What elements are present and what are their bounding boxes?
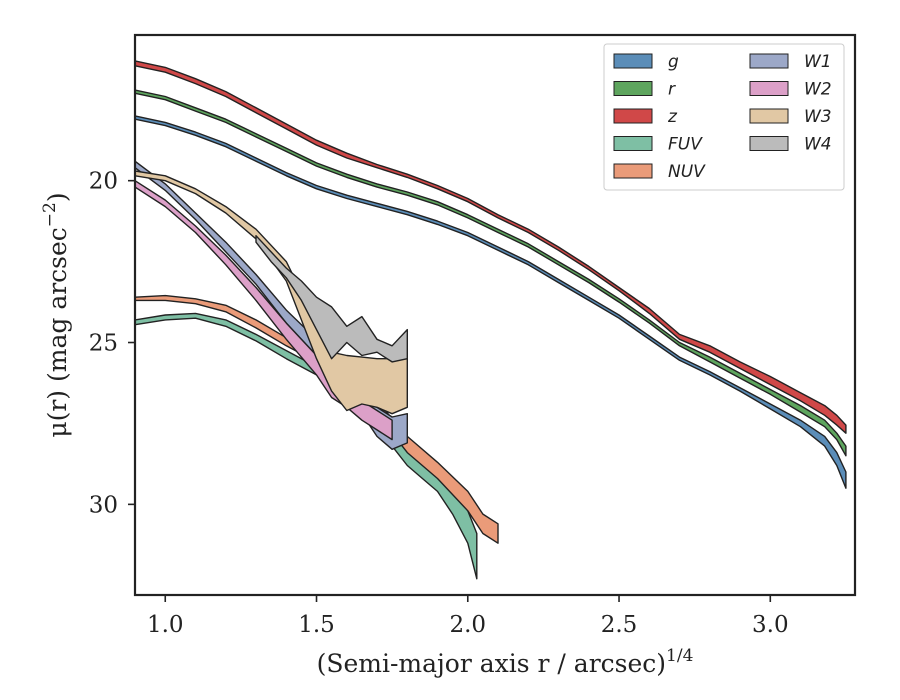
y-axis-label-text: μ(r) (mag arcsec xyxy=(43,227,72,437)
legend-box xyxy=(603,43,845,191)
x-tick-label: 2.0 xyxy=(449,612,486,638)
y-tick-label: 30 xyxy=(89,492,118,518)
legend-label: g xyxy=(668,52,679,72)
legend-item-w1: W1 xyxy=(749,52,832,72)
band-g xyxy=(135,115,847,489)
legend: grz FUV NUV W1 W2 W3 W4 xyxy=(603,43,845,191)
legend-swatch xyxy=(749,136,789,151)
legend-label: FUV xyxy=(668,135,703,155)
legend-item-fuv: FUV xyxy=(613,135,703,155)
series-bands xyxy=(135,60,847,580)
x-axis-label: (Semi-major axis r / arcsec)1/4 xyxy=(317,646,694,678)
band-r xyxy=(135,89,847,457)
y-axis-ticks: 20 25 30 xyxy=(89,169,135,518)
legend-item-nuv: NUV xyxy=(613,162,706,182)
x-tick-label: 2.5 xyxy=(601,612,638,638)
legend-item-r: r xyxy=(613,80,676,100)
legend-label: W2 xyxy=(804,80,832,100)
legend-label: z xyxy=(667,107,678,127)
legend-swatch xyxy=(749,53,789,69)
legend-label: r xyxy=(668,80,676,100)
legend-swatch xyxy=(749,108,789,124)
x-tick-label: 1.5 xyxy=(298,612,335,638)
legend-swatch xyxy=(613,136,653,151)
legend-swatch xyxy=(613,108,653,124)
legend-label: W1 xyxy=(804,52,832,72)
legend-item-w3: W3 xyxy=(749,107,832,127)
x-tick-label: 3.0 xyxy=(752,612,789,638)
legend-label: W4 xyxy=(804,135,832,155)
legend-swatch xyxy=(613,53,653,69)
legend-swatch xyxy=(613,163,653,179)
x-axis-label-text: (Semi-major axis r / arcsec) xyxy=(317,649,666,678)
legend-item-z: z xyxy=(613,107,678,127)
band-nuv xyxy=(135,294,499,544)
y-tick-label: 20 xyxy=(89,169,118,195)
y-axis-label: μ(r) (mag arcsec−2) xyxy=(40,192,72,437)
legend-label: W3 xyxy=(804,107,832,127)
legend-item-w2: W2 xyxy=(749,80,832,100)
band-fuv xyxy=(135,312,478,580)
band-w3 xyxy=(135,170,408,415)
y-axis-label-exponent: −2 xyxy=(40,202,60,227)
y-axis-label-close: ) xyxy=(43,192,72,202)
band-z xyxy=(135,60,847,434)
plot-frame xyxy=(133,33,857,597)
legend-label: NUV xyxy=(668,162,706,182)
x-axis-label-exponent: 1/4 xyxy=(666,646,693,666)
legend-swatch xyxy=(613,81,653,96)
x-tick-label: 1.0 xyxy=(147,612,184,638)
band-w4 xyxy=(255,235,408,363)
y-tick-label: 25 xyxy=(89,331,118,357)
x-axis-ticks: 1.0 1.5 2.0 2.5 3.0 xyxy=(147,595,789,638)
legend-item-w4: W4 xyxy=(749,135,832,155)
legend-item-g: g xyxy=(613,52,679,72)
legend-swatch xyxy=(749,81,789,96)
